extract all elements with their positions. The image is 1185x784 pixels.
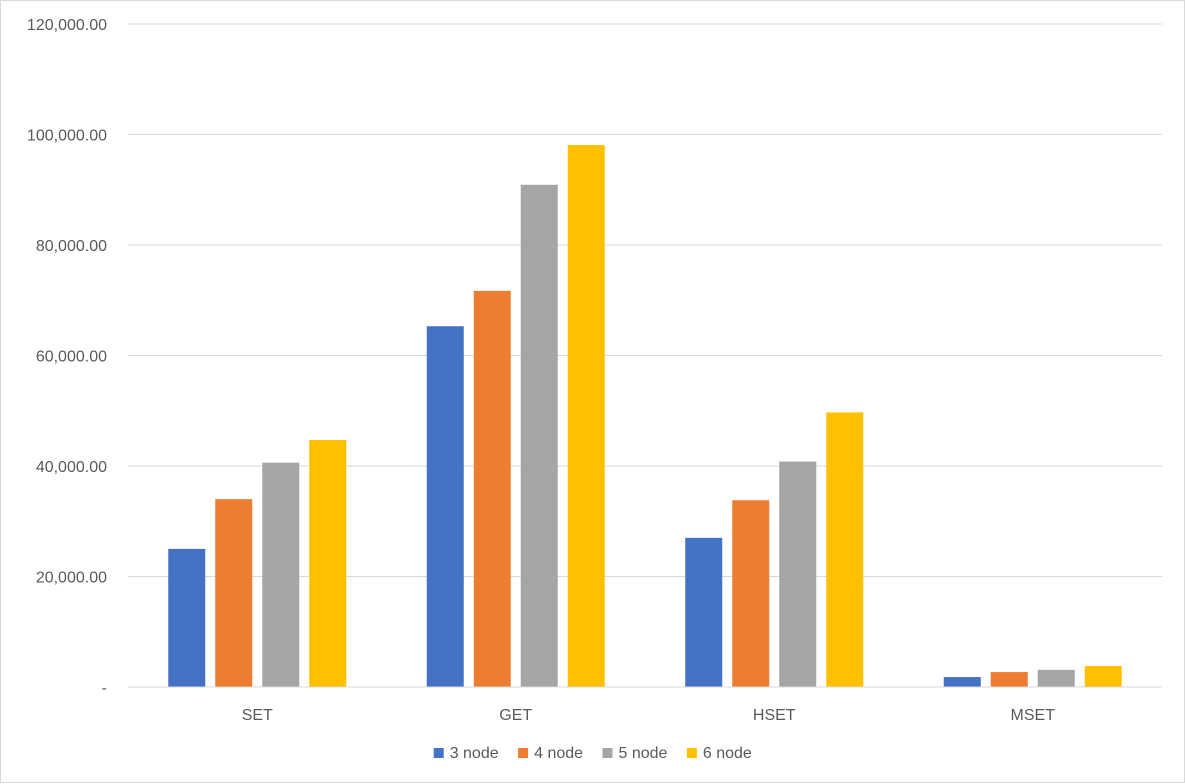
bar-mset-5-node	[1037, 669, 1075, 687]
bar-mset-3-node	[943, 677, 981, 687]
bar-hset-5-node	[779, 461, 817, 687]
legend-swatch	[518, 748, 529, 758]
y-tick-label: 80,000.00	[36, 238, 107, 255]
x-category-label: HSET	[753, 707, 796, 724]
bar-get-5-node	[520, 184, 558, 687]
legend-label: 5 node	[619, 745, 668, 762]
legend: 3 node 4 node 5 node 6 node	[433, 745, 752, 762]
legend-swatch	[686, 748, 697, 758]
y-tick-label: 40,000.00	[36, 459, 107, 476]
bars	[168, 144, 1122, 687]
bar-set-4-node	[215, 499, 253, 687]
y-tick-label: 20,000.00	[36, 570, 107, 587]
bar-set-3-node	[168, 548, 206, 687]
bar-hset-3-node	[685, 537, 723, 687]
legend-swatch	[602, 748, 613, 758]
x-category-label: GET	[499, 707, 532, 724]
y-tick-label: 120,000.00	[27, 17, 107, 34]
bar-mset-6-node	[1084, 666, 1122, 687]
x-category-label: SET	[242, 707, 273, 724]
legend-swatch	[433, 748, 444, 758]
bar-get-3-node	[426, 326, 464, 687]
bar-get-4-node	[473, 290, 511, 687]
bar-hset-4-node	[732, 500, 770, 687]
legend-label: 4 node	[534, 745, 583, 762]
y-axis-tick-labels: - 20,000.00 40,000.00 60,000.00 80,000.00 100…	[27, 17, 107, 697]
bar-mset-4-node	[990, 672, 1028, 687]
legend-label: 6 node	[703, 745, 752, 762]
y-tick-label: 100,000.00	[27, 128, 107, 145]
bar-set-5-node	[262, 462, 300, 687]
gridlines	[128, 23, 1162, 577]
bar-hset-6-node	[826, 412, 864, 687]
bar-get-6-node	[567, 144, 605, 687]
y-tick-label: 60,000.00	[36, 349, 107, 366]
legend-label: 3 node	[450, 745, 499, 762]
x-category-label: MSET	[1011, 707, 1056, 724]
y-tick-label: -	[102, 680, 107, 697]
x-axis-category-labels: SET GET HSET MSET	[242, 707, 1056, 724]
bar-set-6-node	[309, 440, 347, 687]
